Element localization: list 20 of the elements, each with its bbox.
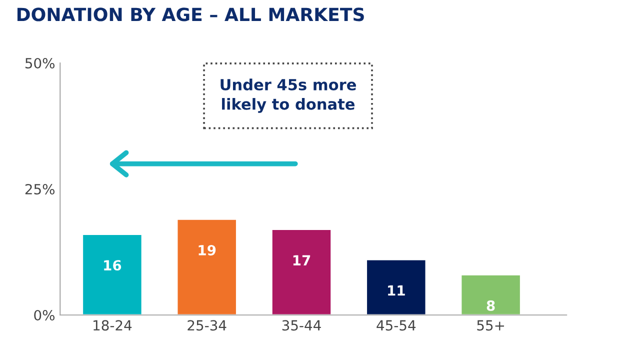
x-tick-label: 18-24	[94, 320, 132, 331]
bar	[82, 234, 143, 315]
data-label: 11	[388, 285, 405, 296]
data-label: 8	[486, 300, 495, 311]
data-label: 16	[104, 260, 122, 271]
x-tick-label: 55+	[477, 320, 504, 331]
x-tick-label: 35-44	[282, 320, 321, 331]
data-label: 19	[198, 244, 216, 256]
bar	[176, 218, 238, 315]
chart-title: DONATION BY AGE – ALL MARKETS	[17, 8, 364, 22]
y-tick-label: 0%	[34, 310, 55, 320]
x-tick-label: 25-34	[188, 320, 226, 331]
x-tick-label: 45-54	[376, 320, 416, 331]
bar	[366, 258, 427, 315]
y-tick-label: 25%	[25, 184, 55, 194]
bar	[460, 274, 522, 315]
bar	[270, 228, 332, 315]
data-label: 17	[293, 255, 310, 266]
annotation: Under 45s more likely to donate	[220, 78, 356, 113]
y-tick-label: 50%	[25, 58, 55, 68]
